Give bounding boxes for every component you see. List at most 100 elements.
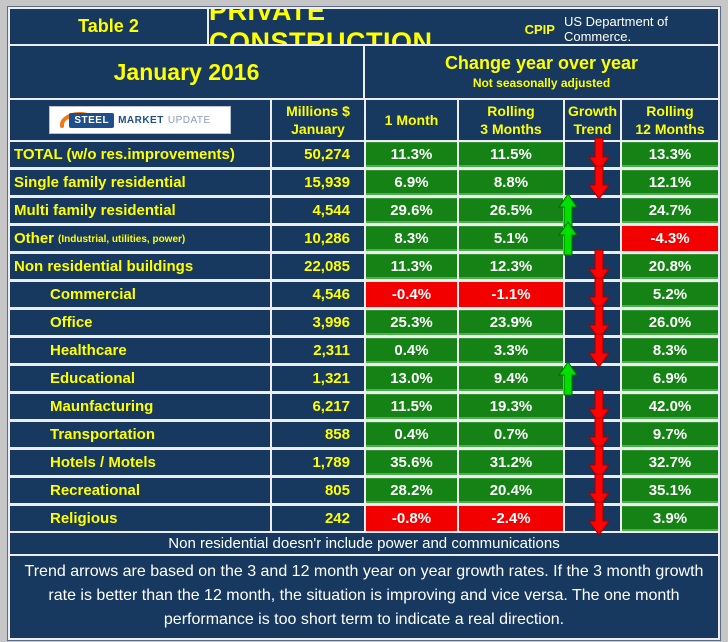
column-header-line: 12 Months (635, 121, 705, 137)
growth-trend-cell (565, 165, 620, 200)
column-header-line: 1 Month (384, 111, 439, 128)
row-label-cell: Commercial (10, 282, 270, 307)
logo-cell: STEEL MARKET UPDATE (10, 100, 270, 140)
one-month-value-cell: -0.4% (366, 282, 457, 307)
millions-value-cell: 805 (272, 478, 364, 503)
rolling-12-months-value-cell: 13.3% (622, 142, 718, 167)
private-construction-table: Table 2 PRIVATE CONSTRUCTION CPIP US Dep… (7, 6, 721, 641)
title-suffix: CPIP (524, 22, 555, 37)
column-header-line: January (291, 121, 345, 137)
one-month-value-cell: 35.6% (366, 450, 457, 475)
column-header-rolling-3-months: Rolling 3 Months (459, 100, 563, 140)
trend-down-arrow-icon (588, 445, 610, 480)
one-month-value-cell: 13.0% (366, 366, 457, 391)
table-row: TOTAL (w/o res.improvements) 50,274 11.3% 1… (10, 137, 718, 172)
growth-trend-cell (565, 445, 620, 480)
change-header-cell: Change year over year Not seasonally adj… (365, 46, 718, 98)
row-label: Healthcare (50, 342, 127, 359)
rolling-12-months-value-cell: -4.3% (622, 226, 718, 251)
row-label: Hotels / Motels (50, 454, 156, 471)
growth-trend-cell (565, 249, 620, 284)
millions-value-cell: 6,217 (272, 394, 364, 419)
rolling-3-months-value-cell: 31.2% (459, 450, 563, 475)
table-row: Maunfacturing 6,217 11.5% 19.3% 42.0% (10, 389, 718, 424)
trend-down-arrow-icon (588, 333, 610, 368)
growth-trend-cell (558, 221, 620, 256)
growth-trend-cell (565, 137, 620, 172)
rolling-3-months-value-cell: 19.3% (459, 394, 563, 419)
rolling-3-months-value-cell: 26.5% (459, 198, 563, 223)
millions-value-cell: 22,085 (272, 254, 364, 279)
row-label: Recreational (50, 482, 141, 499)
millions-value-cell: 1,789 (272, 450, 364, 475)
table-row: Non residential buildings 22,085 11.3% 12.3… (10, 249, 718, 284)
period-row: January 2016 Change year over year Not s… (10, 46, 718, 98)
table-row: Hotels / Motels 1,789 35.6% 31.2% 32.7% (10, 445, 718, 480)
table-number-label: Table 2 (10, 9, 207, 44)
column-header-millions: Millions $ January (272, 100, 364, 140)
rolling-12-months-value-cell: 20.8% (622, 254, 718, 279)
period-label: January 2016 (10, 46, 363, 98)
millions-value-cell: 858 (272, 422, 364, 447)
trend-down-arrow-icon (588, 277, 610, 312)
row-label: Non residential buildings (14, 258, 194, 275)
row-label: Maunfacturing (50, 398, 154, 415)
row-label-cell: Hotels / Motels (10, 450, 270, 475)
table-row: Commercial 4,546 -0.4% -1.1% 5.2% (10, 277, 718, 312)
trend-explanation: Trend arrows are based on the 3 and 12 m… (10, 556, 718, 638)
column-header-line: Growth (568, 102, 617, 119)
table-row: Religious 242 -0.8% -2.4% 3.9% (10, 501, 718, 536)
rolling-3-months-value-cell: 8.8% (459, 170, 563, 195)
footnote: Non residential doesn'r include power an… (10, 533, 718, 554)
one-month-value-cell: 11.3% (366, 142, 457, 167)
row-label-cell: Maunfacturing (10, 394, 270, 419)
one-month-value-cell: 8.3% (366, 226, 457, 251)
millions-value-cell: 4,544 (272, 198, 364, 223)
trend-down-arrow-icon (588, 137, 610, 172)
rolling-3-months-value-cell: 23.9% (459, 310, 563, 335)
row-label-cell: Transportation (10, 422, 270, 447)
row-label-cell: Non residential buildings (10, 254, 270, 279)
trend-down-arrow-icon (588, 501, 610, 536)
column-header-rolling-12-months: Rolling 12 Months (622, 100, 718, 140)
column-header-1-month: 1 Month (366, 100, 457, 140)
rolling-3-months-value-cell: 11.5% (459, 142, 563, 167)
title-row: Table 2 PRIVATE CONSTRUCTION CPIP US Dep… (10, 9, 718, 44)
column-header-line: Millions $ (286, 102, 350, 119)
table-row: Transportation 858 0.4% 0.7% 9.7% (10, 417, 718, 452)
row-label-cell: Educational (10, 366, 270, 391)
rolling-3-months-value-cell: 9.4% (459, 366, 563, 391)
change-subheader: Not seasonally adjusted (472, 76, 611, 91)
page-title: PRIVATE CONSTRUCTION (209, 9, 433, 44)
growth-trend-cell (558, 193, 620, 228)
millions-value-cell: 10,286 (272, 226, 364, 251)
rolling-12-months-value-cell: 32.7% (622, 450, 718, 475)
row-sublabel: (Industrial, utilities, power) (58, 234, 186, 245)
row-label-cell: Other (Industrial, utilities, power) (10, 226, 270, 251)
table-row: Other (Industrial, utilities, power) 10,28… (10, 221, 718, 256)
trend-down-arrow-icon (588, 389, 610, 424)
row-label-cell: TOTAL (w/o res.improvements) (10, 142, 270, 167)
growth-trend-cell (558, 361, 620, 396)
growth-trend-cell (565, 389, 620, 424)
rolling-3-months-value-cell: 12.3% (459, 254, 563, 279)
data-source: US Department of Commerce. (563, 14, 668, 44)
trend-down-arrow-icon (588, 305, 610, 340)
column-header-line: Trend (573, 121, 612, 137)
table-row: Educational 1,321 13.0% 9.4% 6.9% (10, 361, 718, 396)
table-row: Healthcare 2,311 0.4% 3.3% 8.3% (10, 333, 718, 368)
rolling-12-months-value-cell: 42.0% (622, 394, 718, 419)
millions-value-cell: 3,996 (272, 310, 364, 335)
row-label-cell: Recreational (10, 478, 270, 503)
rolling-12-months-value-cell: 35.1% (622, 478, 718, 503)
trend-up-arrow-icon (558, 221, 578, 256)
column-header-line: Rolling (487, 102, 535, 119)
change-header: Change year over year (444, 52, 639, 73)
table-row: Office 3,996 25.3% 23.9% 26.0% (10, 305, 718, 340)
rolling-12-months-value-cell: 9.7% (622, 422, 718, 447)
rolling-12-months-value-cell: 26.0% (622, 310, 718, 335)
rolling-3-months-value-cell: -2.4% (459, 506, 563, 531)
column-header-line: Rolling (646, 102, 694, 119)
one-month-value-cell: 25.3% (366, 310, 457, 335)
